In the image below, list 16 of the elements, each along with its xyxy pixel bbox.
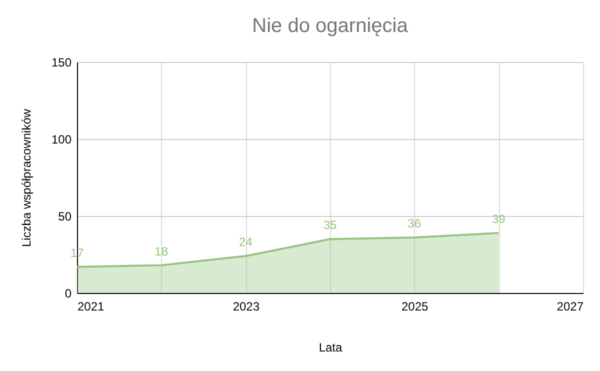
data-label: 35 [323, 218, 337, 232]
y-tick-label: 0 [64, 286, 72, 300]
y-tick-label: 50 [58, 210, 72, 224]
x-tick-label: 2023 [232, 300, 260, 314]
y-tick-label: 150 [51, 56, 72, 70]
x-axis-title: Lata [318, 340, 342, 354]
chart-title: Nie do ogarnięcia [252, 15, 409, 37]
data-label: 36 [408, 216, 422, 231]
x-tick-label: 2025 [401, 300, 429, 314]
data-label: 39 [492, 212, 506, 226]
x-tick-label: 2027 [556, 300, 584, 314]
x-tick-label: 2021 [78, 300, 105, 314]
y-tick-label: 100 [51, 132, 72, 146]
data-label: 24 [238, 235, 253, 250]
data-label: 18 [154, 244, 168, 258]
y-axis-title: Liczba współpracowników [19, 108, 34, 248]
